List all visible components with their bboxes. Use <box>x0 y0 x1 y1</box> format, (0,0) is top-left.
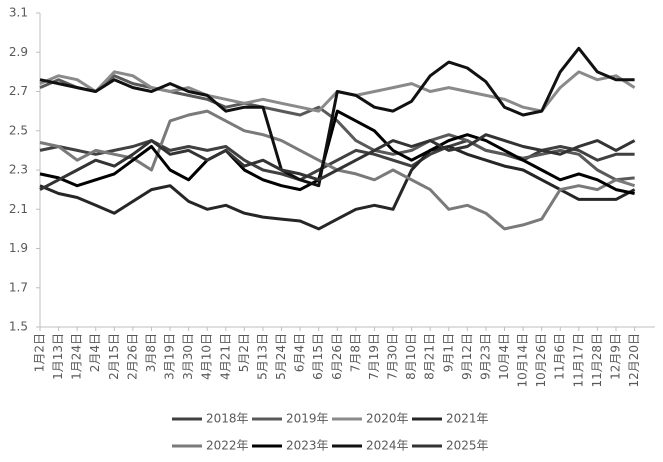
x-tick-label: 3月19日 <box>163 333 177 380</box>
legend-label: 2025年 <box>446 439 489 453</box>
x-tick-label: 9月1日 <box>441 333 455 372</box>
x-tick-label: 2月4日 <box>88 333 102 372</box>
legend-label: 2018年 <box>206 412 249 426</box>
x-tick-label: 3月30日 <box>181 333 195 380</box>
y-tick-label: 1.9 <box>9 241 28 255</box>
x-tick-label: 7月19日 <box>367 333 381 380</box>
x-tick-label: 4月10日 <box>200 333 214 380</box>
x-tick-label: 8月10日 <box>404 333 418 380</box>
x-tick-label: 10月14日 <box>516 333 530 388</box>
y-tick-label: 1.7 <box>9 280 28 294</box>
y-tick-label: 2.3 <box>9 163 28 177</box>
line-series <box>39 109 635 195</box>
x-tick-label: 5月24日 <box>274 333 288 380</box>
x-tick-label: 6月15日 <box>311 333 325 380</box>
x-tick-label: 1月13日 <box>51 333 65 380</box>
x-tick-label: 2月15日 <box>107 333 121 380</box>
x-tick-label: 5月2日 <box>237 333 251 372</box>
legend-label: 2022年 <box>206 439 249 453</box>
y-tick-label: 2.1 <box>9 202 28 216</box>
x-tick-label: 1月24日 <box>70 333 84 380</box>
y-tick-label: 2.5 <box>9 123 28 137</box>
x-tick-label: 7月8日 <box>348 333 362 372</box>
x-tick-label: 5月13日 <box>255 333 269 380</box>
x-tick-label: 2月26日 <box>125 333 139 380</box>
y-tick-label: 2.9 <box>9 45 28 59</box>
x-tick-label: 7月30日 <box>386 333 400 380</box>
x-tick-label: 4月21日 <box>218 333 232 380</box>
x-tick-label: 9月12日 <box>460 333 474 380</box>
x-tick-label: 6月4日 <box>293 333 307 372</box>
x-tick-label: 11月28日 <box>590 333 604 388</box>
line-series <box>39 145 636 231</box>
x-tick-label: 3月8日 <box>144 333 158 372</box>
legend-label: 2019年 <box>286 412 329 426</box>
line-series <box>39 133 636 191</box>
x-tick-label: 9月23日 <box>478 333 492 380</box>
legend-label: 2023年 <box>286 439 329 453</box>
x-tick-label: 11月17日 <box>571 333 585 388</box>
line-series <box>39 139 635 182</box>
x-tick-label: 11月6日 <box>553 333 567 380</box>
line-series <box>39 74 635 182</box>
y-tick-label: 1.5 <box>9 320 28 334</box>
x-tick-label: 1月2日 <box>33 333 47 372</box>
y-tick-label: 3.1 <box>9 6 28 20</box>
line-series <box>39 46 635 188</box>
y-tick-label: 2.7 <box>9 84 28 98</box>
x-tick-label: 12月9日 <box>608 333 622 380</box>
x-tick-label: 10月4日 <box>497 333 511 380</box>
legend-label: 2021年 <box>446 412 489 426</box>
x-tick-label: 6月26日 <box>330 333 344 380</box>
x-tick-label: 12月20日 <box>627 333 641 388</box>
legend-label: 2020年 <box>366 412 409 426</box>
x-tick-label: 8月21日 <box>423 333 437 380</box>
legend-label: 2024年 <box>366 439 409 453</box>
x-tick-label: 10月26日 <box>534 333 548 388</box>
